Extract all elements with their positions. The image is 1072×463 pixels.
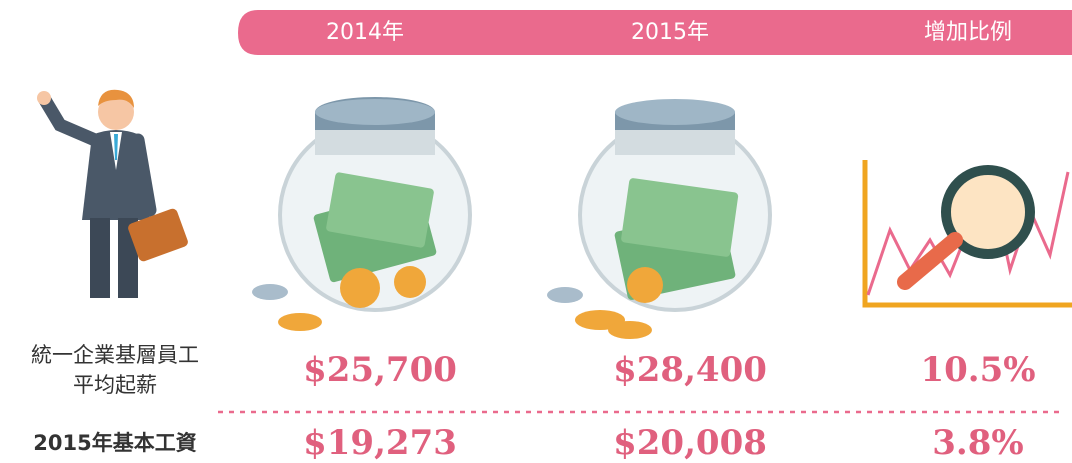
column-header: 2014年 <box>326 20 404 45</box>
value: 10.5% <box>920 350 1036 390</box>
row-label-line: 平均起薪 <box>73 373 157 397</box>
jar <box>547 99 772 339</box>
row-label-line: 統一企業基層員工 <box>31 343 199 367</box>
value: $28,400 <box>613 350 767 390</box>
growth-icon <box>862 160 1072 308</box>
row-label-line: 2015年基本工資 <box>33 431 197 455</box>
value: 3.8% <box>932 423 1024 463</box>
header-bar <box>238 10 1072 55</box>
value: $19,273 <box>303 423 457 463</box>
row-label: 統一企業基層員工 平均起薪 <box>0 340 230 400</box>
column-header: 2015年 <box>631 20 709 45</box>
value: $25,700 <box>303 350 457 390</box>
jar <box>252 97 472 331</box>
value: $20,008 <box>613 423 767 463</box>
row-label: 2015年基本工資 <box>0 428 230 458</box>
column-header: 增加比例 <box>923 20 1012 45</box>
person <box>37 89 188 298</box>
